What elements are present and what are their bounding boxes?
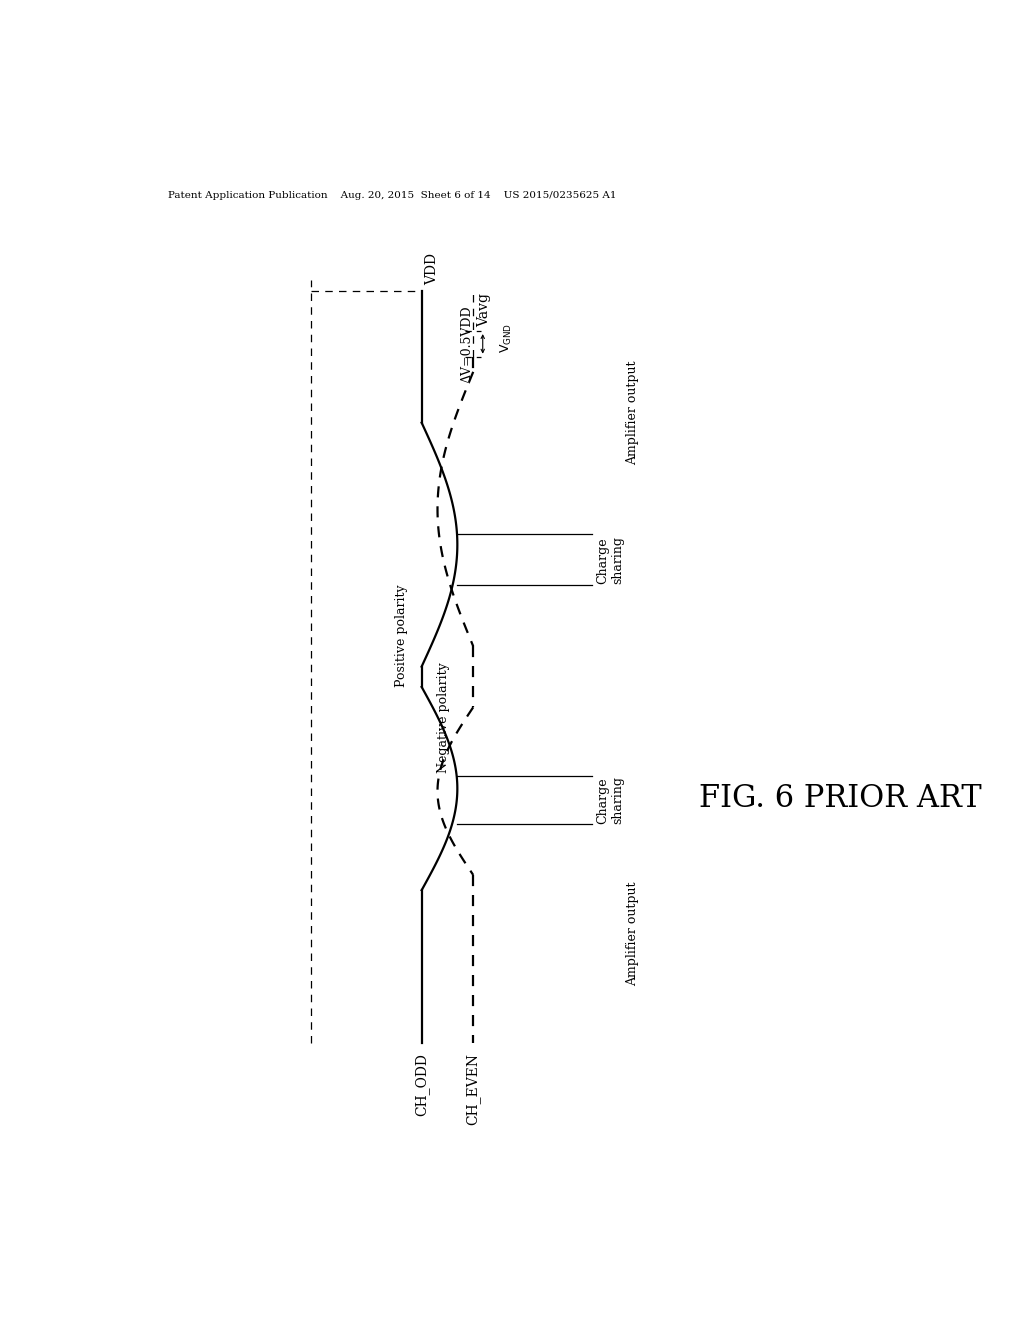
- Text: Charge
sharing: Charge sharing: [596, 536, 625, 583]
- Text: CH_ODD: CH_ODD: [414, 1053, 429, 1115]
- Text: $\mathrm{V_{GND}}$: $\mathrm{V_{GND}}$: [499, 322, 514, 352]
- Text: ΔV=0.5VDD: ΔV=0.5VDD: [461, 305, 473, 383]
- Text: Amplifier output: Amplifier output: [627, 882, 639, 986]
- Text: FIG. 6 PRIOR ART: FIG. 6 PRIOR ART: [699, 783, 982, 814]
- Text: CH_EVEN: CH_EVEN: [466, 1053, 480, 1125]
- Text: Negative polarity: Negative polarity: [437, 663, 451, 772]
- Text: Charge
sharing: Charge sharing: [596, 776, 625, 824]
- Text: Amplifier output: Amplifier output: [627, 360, 639, 465]
- Text: Patent Application Publication    Aug. 20, 2015  Sheet 6 of 14    US 2015/023562: Patent Application Publication Aug. 20, …: [168, 191, 616, 199]
- Text: Positive polarity: Positive polarity: [395, 585, 409, 688]
- Text: VDD: VDD: [426, 253, 439, 285]
- Text: Vavg: Vavg: [477, 293, 492, 327]
